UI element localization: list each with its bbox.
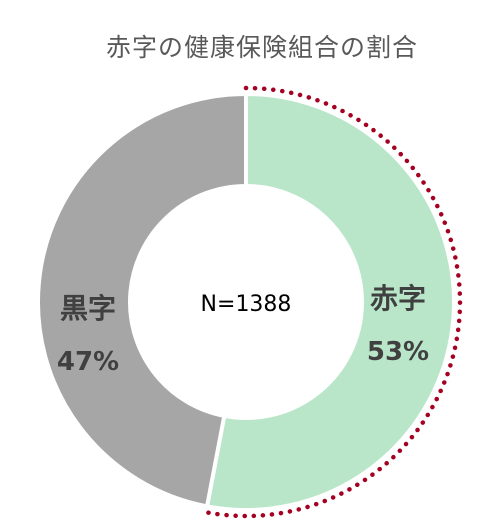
slice-label-surplus: 黒字	[60, 292, 116, 325]
dotted-outline-arc	[203, 85, 463, 519]
slice-value-deficit: 53%	[367, 337, 429, 367]
chart-title: 赤字の健康保険組合の割合	[105, 33, 418, 62]
donut-slice-1	[36, 91, 248, 509]
donut-slices	[36, 91, 456, 512]
center-label: N=1388	[201, 292, 292, 317]
donut-slice-0	[204, 91, 456, 512]
slice-label-deficit: 赤字	[370, 282, 426, 315]
slice-value-surplus: 47%	[57, 347, 119, 377]
deficit-outline	[203, 85, 463, 519]
